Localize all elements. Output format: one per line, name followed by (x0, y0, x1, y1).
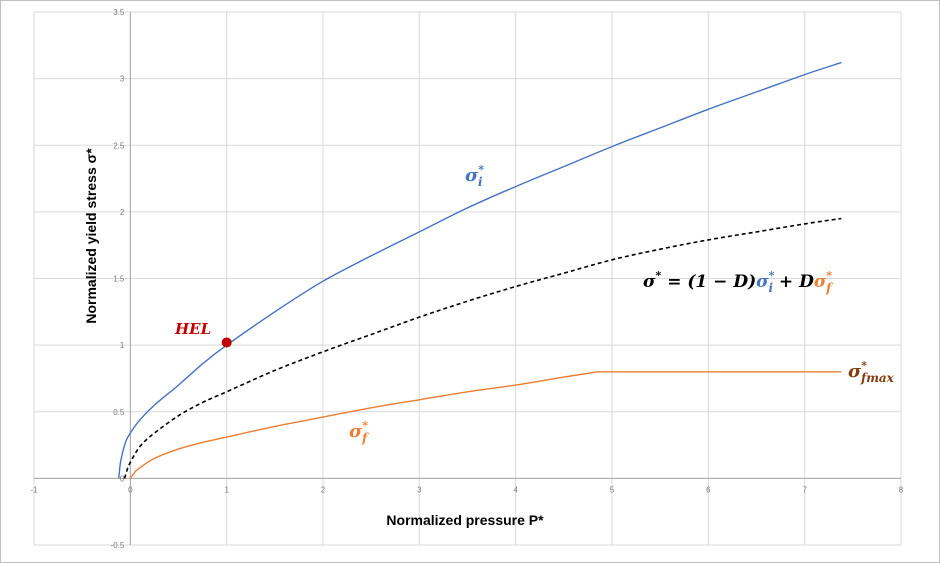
eq-lhs-sup: * (656, 269, 662, 282)
x-tick-label: 0 (128, 485, 133, 494)
series-group (118, 61, 842, 479)
y-tick-label: 1 (120, 341, 125, 350)
equation-label: σ* = (1 − D)σ* i + Dσ* f (643, 269, 833, 295)
series-line-sigma-combined (123, 217, 842, 479)
sigma-i-base: σ (465, 165, 479, 186)
sigma-fmax-sub: fmax (860, 371, 895, 385)
eq-sf: σ (814, 272, 827, 292)
x-tick-label: 3 (417, 485, 422, 494)
sigma-fmax-label: σ* fmax (848, 359, 895, 385)
x-tick-label: 4 (513, 485, 518, 494)
series-line-sigma-f (129, 371, 842, 479)
sigma-f-base: σ (349, 421, 363, 442)
sigma-i-sup: * (478, 163, 484, 176)
y-tick-label: 3 (120, 75, 125, 84)
y-tick-label: 0.5 (113, 408, 125, 417)
sigma-i-label: σ* i (465, 163, 484, 189)
y-axis-title: Normalized yield stress σ* (83, 148, 99, 324)
sigma-fmax-base: σ (848, 361, 862, 382)
eq-mid: = (1 − D) (661, 272, 756, 292)
x-tick-label: 7 (802, 485, 807, 494)
x-tick-label: 2 (321, 485, 326, 494)
sigma-f-sup: * (362, 419, 368, 432)
sigma-i-sub: i (478, 175, 483, 189)
hel-point-marker (221, 337, 232, 348)
eq-sf-sub: f (825, 281, 833, 295)
point-markers (221, 337, 232, 348)
tick-labels: -1 0 1 2 3 4 5 6 7 8 -0.5 0 0.5 1 1.5 2 2.5 3 3.5 (30, 8, 903, 550)
y-tick-label: 2 (120, 208, 125, 217)
axes (34, 12, 901, 545)
x-axis-title: Normalized pressure P* (386, 512, 544, 528)
x-tick-label: 5 (610, 485, 615, 494)
sigma-f-label: σ* f (349, 419, 369, 445)
y-tick-label: 0 (120, 474, 125, 483)
sigma-f-sub: f (361, 431, 369, 445)
x-tick-label: -1 (30, 485, 38, 494)
x-tick-label: 8 (899, 485, 904, 494)
eq-si-sub: i (768, 281, 773, 295)
y-tick-label: 2.5 (113, 141, 125, 150)
hel-label: HEL (174, 320, 211, 338)
x-tick-label: 1 (224, 485, 229, 494)
sigma-fmax-sup: * (861, 359, 867, 372)
y-tick-label: 3.5 (113, 8, 125, 17)
eq-plus: + D (773, 272, 814, 292)
y-tick-label: 1.5 (113, 275, 125, 284)
eq-si: σ (756, 272, 769, 292)
grid-lines (33, 11, 902, 546)
eq-lhs: σ (643, 272, 656, 292)
x-tick-label: 6 (706, 485, 711, 494)
series-line-sigma-i (118, 61, 842, 479)
eq-sf-sup: * (826, 269, 832, 282)
eq-si-sup: * (769, 269, 775, 282)
y-tick-label: -0.5 (111, 541, 125, 550)
